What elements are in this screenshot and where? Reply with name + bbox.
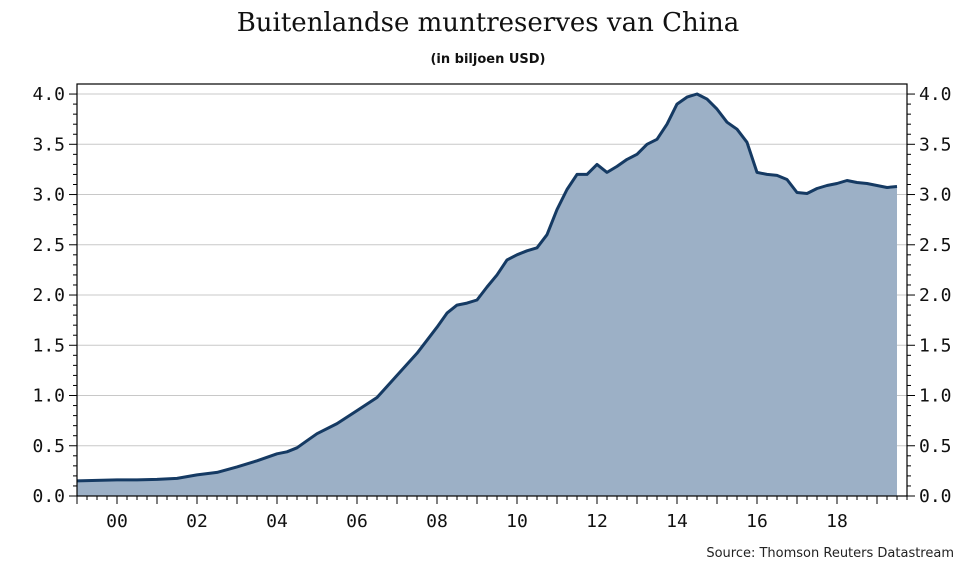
chart-title: Buitenlandse muntreserves van China — [236, 8, 740, 38]
series-line — [76, 92, 898, 483]
y-tick-label-right: 1.5 — [919, 335, 952, 356]
y-tick-label-left: 0.5 — [32, 436, 65, 457]
y-tick-label-right: 0.5 — [919, 436, 952, 457]
y-tick-label-left: 2.5 — [32, 235, 65, 256]
y-tick-label-left: 2.0 — [32, 285, 65, 306]
y-tick-label-left: 1.0 — [32, 386, 65, 407]
source-note: Source: Thomson Reuters Datastream — [706, 546, 954, 561]
plot-frame — [76, 83, 908, 497]
y-tick-label-left: 3.5 — [32, 134, 65, 155]
x-tick-label: 10 — [506, 511, 528, 532]
x-tick-label: 00 — [106, 511, 128, 532]
y-tick-label-right: 0.0 — [919, 486, 952, 507]
y-tick-label-left: 3.0 — [32, 185, 65, 206]
x-tick-label: 14 — [666, 511, 688, 532]
y-tick-label-right: 2.0 — [919, 285, 952, 306]
y-tick-label-right: 2.5 — [919, 235, 952, 256]
y-tick-label-right: 3.0 — [919, 185, 952, 206]
series-area — [77, 94, 897, 496]
x-tick-label: 16 — [746, 511, 768, 532]
y-tick-label-right: 1.0 — [919, 386, 952, 407]
x-tick-label: 06 — [346, 511, 368, 532]
y-tick-label-right: 4.0 — [919, 84, 952, 105]
x-tick-label: 12 — [586, 511, 608, 532]
y-tick-label-right: 3.5 — [919, 134, 952, 155]
chart-subtitle: (in biljoen USD) — [430, 52, 546, 67]
y-tick-label-left: 0.0 — [32, 486, 65, 507]
y-tick-label-left: 1.5 — [32, 335, 65, 356]
x-tick-label: 02 — [186, 511, 208, 532]
x-tick-label: 04 — [266, 511, 288, 532]
y-tick-label-left: 4.0 — [32, 84, 65, 105]
x-tick-label: 08 — [426, 511, 448, 532]
x-tick-label: 18 — [826, 511, 848, 532]
